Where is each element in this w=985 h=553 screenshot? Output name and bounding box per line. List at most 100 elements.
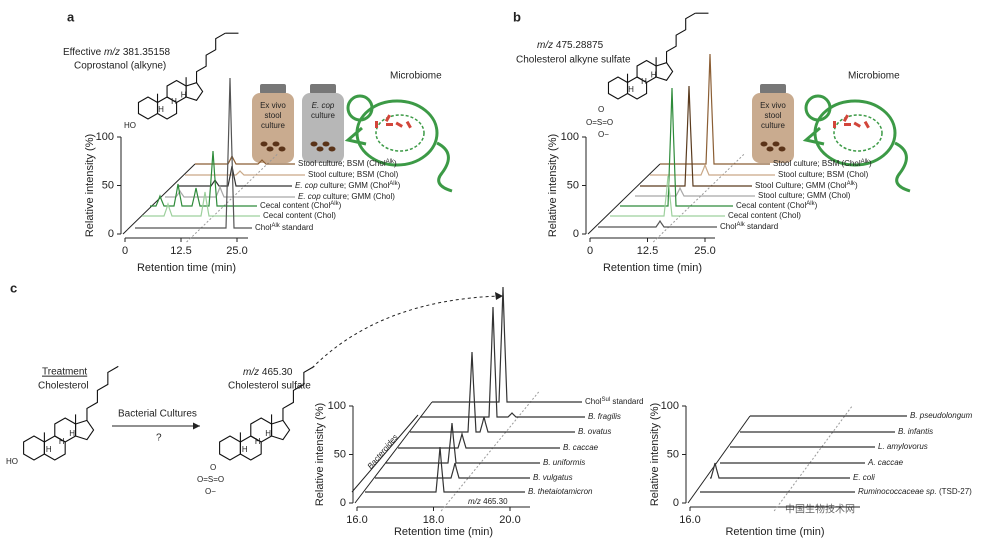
trace	[410, 351, 575, 433]
text-part: Chol	[255, 223, 272, 232]
atom-label: O−	[205, 487, 216, 496]
bead	[766, 146, 774, 152]
trace-label: E. cop culture; GMM (CholAlk)	[295, 181, 401, 191]
trace-label: Stool Culture; GMM (CholAlk)	[755, 181, 858, 191]
microbe	[842, 114, 849, 122]
mouse	[802, 94, 911, 193]
x-tick-label: 25.0	[694, 245, 715, 257]
trace	[640, 85, 752, 187]
watermark: 中国生物技术网	[785, 503, 855, 516]
bottle-cap	[760, 84, 786, 94]
text-part: Alk	[389, 181, 398, 187]
trace-label: B. pseudolongum	[910, 411, 973, 420]
atom-label: H	[46, 445, 52, 454]
atom-label: H	[59, 437, 65, 446]
depth-axis	[687, 415, 751, 504]
y-axis-label: Relative intensity (%)	[314, 403, 326, 506]
bottle-label: E. cop	[312, 101, 335, 110]
depth-axis	[354, 401, 433, 504]
text-part: Alk	[386, 159, 395, 165]
x-axis-label: Retention time (min)	[603, 262, 702, 274]
text-part: Stool culture; BSM (Chol	[773, 159, 861, 168]
text-part: Stool Culture; GMM (Chol	[755, 181, 847, 190]
y-tick-label: 0	[108, 228, 114, 240]
y-axis-label: Relative intensity (%)	[547, 134, 559, 237]
x-tick-label: 18.0	[423, 514, 444, 526]
bottle-label: stool	[765, 111, 782, 120]
text-part: Cecal content (Chol)	[728, 211, 801, 220]
y-tick-label: 100	[561, 131, 579, 143]
atom-label: HO	[6, 457, 18, 466]
group-line	[351, 414, 419, 493]
bead	[316, 146, 324, 152]
text-part: 465.30	[259, 367, 293, 378]
trace	[135, 77, 252, 229]
trace	[420, 306, 585, 418]
trace	[150, 150, 257, 207]
text-part: Cecal content (Chol	[736, 201, 806, 210]
trace-label: B. fragilis	[588, 412, 621, 421]
gut	[833, 114, 883, 152]
text-part: Alk	[736, 222, 745, 228]
chart-subtitle: Coprostanol (alkyne)	[74, 61, 166, 72]
trace-label: Ruminococcaceae sp. (TSD-27)	[858, 487, 972, 496]
text-part: )	[339, 201, 342, 210]
trace	[195, 154, 295, 165]
text-part: A. caccae	[867, 458, 904, 467]
bead	[278, 146, 286, 152]
arrow-head	[193, 422, 200, 430]
text-part: )	[855, 181, 858, 190]
atom-label: O	[598, 105, 604, 114]
text-part: m/z	[468, 497, 481, 506]
trace	[398, 431, 560, 449]
trace	[178, 165, 292, 187]
bead	[310, 141, 318, 147]
trace-label: E. coli	[853, 473, 875, 482]
gut	[375, 114, 425, 152]
atom-label: H	[158, 105, 164, 114]
text-part: Chol	[585, 397, 602, 406]
trace-label: CholAlk standard	[720, 222, 778, 232]
text-part: 465.30	[481, 497, 508, 506]
text-part: Alk	[847, 181, 856, 187]
text-part: m/z	[104, 47, 120, 58]
trace-label: L. amylovorus	[878, 442, 928, 451]
atom-label: H	[628, 85, 634, 94]
text-part: )	[394, 159, 397, 168]
microbe	[405, 120, 412, 129]
microbe	[833, 121, 836, 128]
text-part: Cecal content (Chol	[260, 201, 330, 210]
microbe	[863, 120, 870, 129]
y-tick-label: 100	[328, 400, 346, 412]
bottle-label: Ex vivo	[760, 101, 786, 110]
ring	[75, 419, 95, 441]
trace-label: Stool culture; GMM (Chol)	[758, 191, 851, 200]
x-axis-label: Retention time (min)	[394, 526, 493, 538]
trace	[610, 175, 725, 217]
text-part: standard	[280, 223, 313, 232]
trace	[598, 219, 717, 228]
mouse-nose	[344, 126, 367, 146]
trace	[365, 446, 525, 493]
microbiome-label: Microbiome	[848, 71, 900, 82]
depth-axis	[587, 163, 661, 235]
trace-label: Cecal content (Chol)	[263, 211, 336, 220]
y-tick-label: 50	[334, 448, 346, 460]
atom-label: H	[69, 429, 75, 438]
x-tick-label: 16.0	[346, 514, 367, 526]
text-part: standard	[610, 397, 643, 406]
x-tick-label: 16.0	[679, 514, 700, 526]
text-part: E. cop	[295, 181, 318, 190]
bottle-label: culture	[761, 121, 786, 130]
scheme-label: m/z 465.30	[243, 367, 293, 378]
atom-label: HO	[124, 121, 136, 130]
ring	[185, 82, 204, 101]
text-part: Stool culture; BSM (Chol	[298, 159, 386, 168]
ring	[23, 435, 45, 461]
text-part: B. uniformis	[543, 458, 585, 467]
panel-label: a	[67, 9, 75, 24]
x-tick-label: 25.0	[226, 245, 247, 257]
trace-label: B. caccae	[563, 443, 599, 452]
bead	[272, 141, 280, 147]
